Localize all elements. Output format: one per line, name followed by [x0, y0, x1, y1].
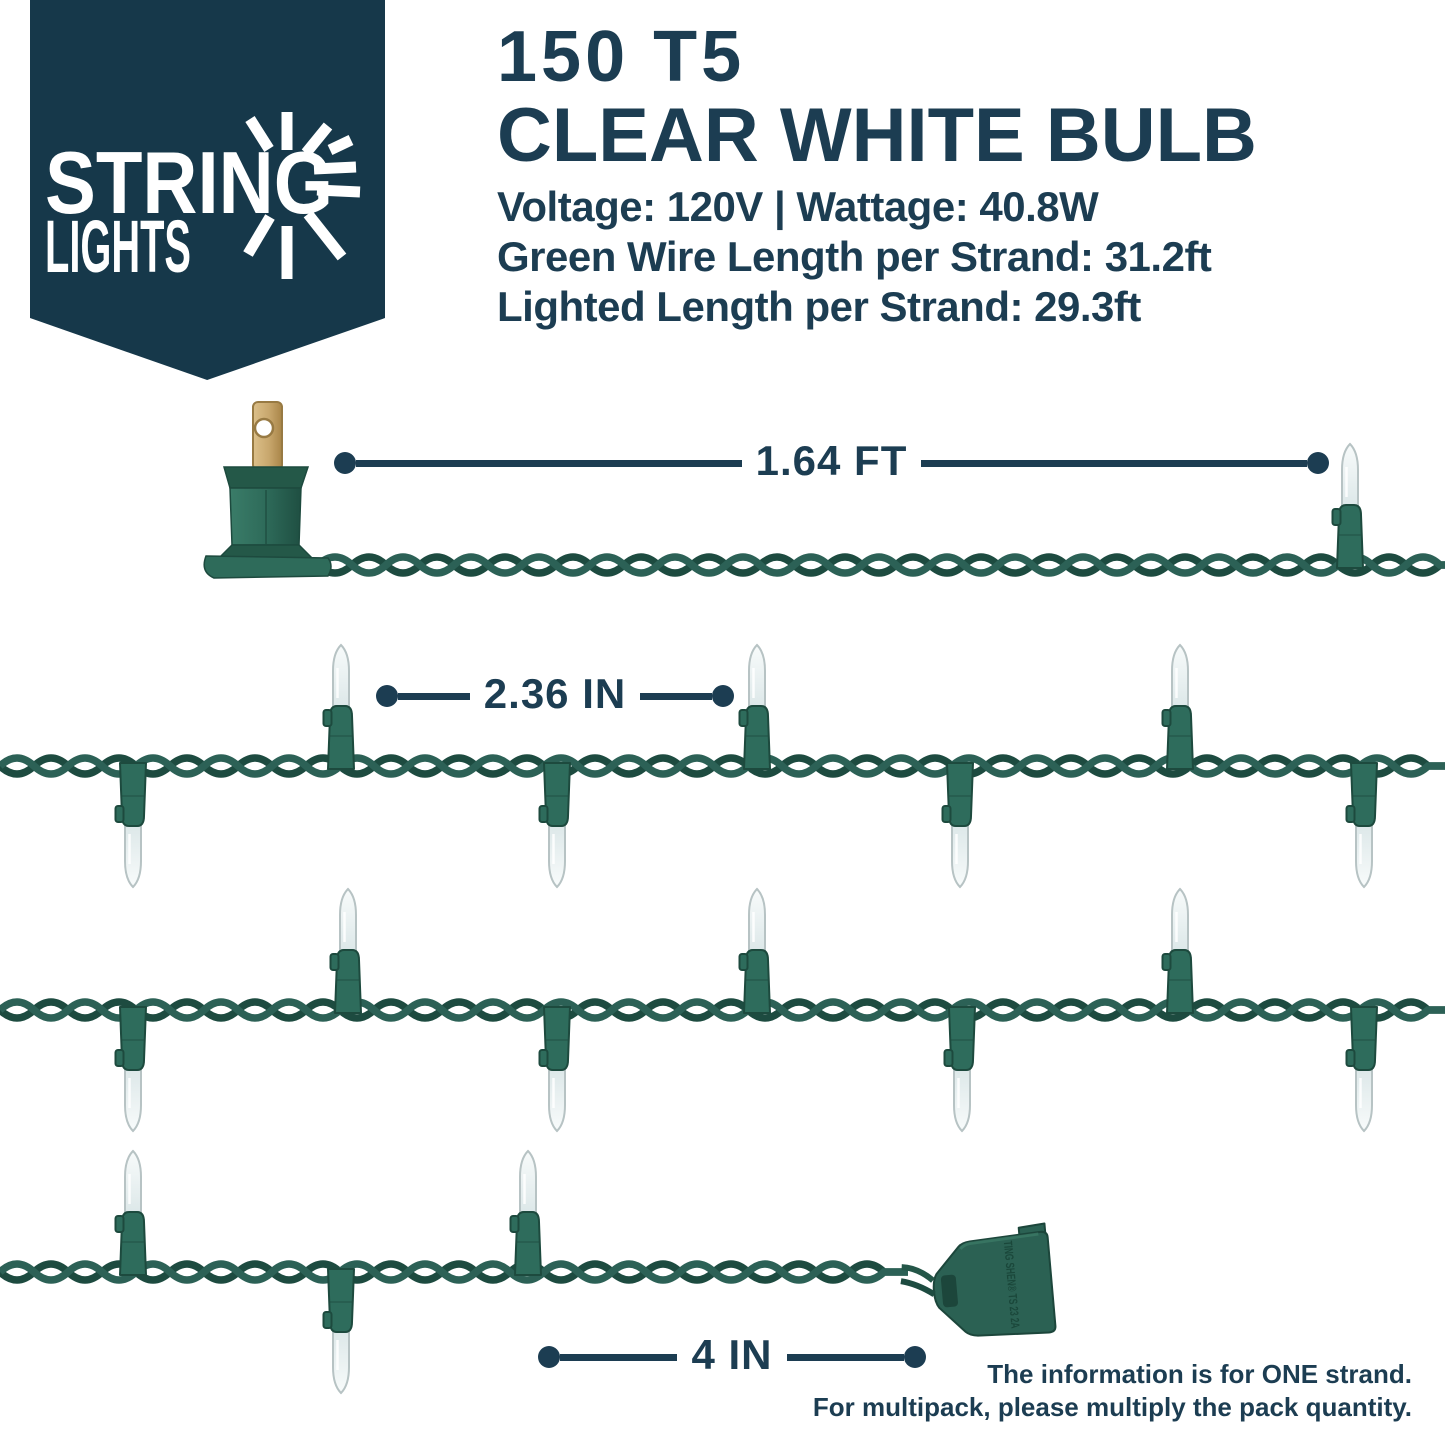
- connector-wire-lead: [900, 1278, 936, 1297]
- footnote-line2: For multipack, please multiply the pack …: [812, 1392, 1412, 1422]
- connector-slot: [940, 1274, 958, 1308]
- dimension-plug-to-first-bulb: 1.64 FT: [334, 437, 1330, 487]
- mini-bulb-down: [114, 761, 148, 889]
- plug-base: [203, 555, 332, 579]
- mini-bulb-up: [1331, 442, 1365, 570]
- dimension-line: [921, 459, 1308, 467]
- dimension-line: [560, 1353, 678, 1361]
- mini-bulb-down: [941, 761, 975, 889]
- mini-bulb-down: [943, 1005, 977, 1133]
- mini-bulb-down: [1345, 761, 1379, 889]
- prong-hole: [253, 417, 275, 439]
- dimension-line: [640, 692, 713, 700]
- light-burst-icon: [243, 112, 361, 279]
- dimension-line: [356, 459, 742, 467]
- mini-bulbs: [114, 442, 1379, 1395]
- dimension-endpoint-dot: [334, 452, 356, 474]
- dimension-endpoint-dot: [538, 1346, 560, 1368]
- dimension-endpoint-dot: [904, 1346, 926, 1368]
- mini-bulb-down: [538, 761, 572, 889]
- mini-bulb-up: [322, 643, 356, 771]
- dimension-bulb-spacing: 2.36 IN: [376, 670, 735, 720]
- brand-name-line2: LIGHTS: [45, 205, 191, 288]
- mini-bulb-up: [738, 643, 772, 771]
- wire-strand-1: [315, 553, 1445, 577]
- mini-bulb-up: [738, 887, 772, 1015]
- wire-strand-1: [315, 553, 1445, 577]
- wire-strands: [0, 553, 1445, 1284]
- spec-wire-length: Green Wire Length per Strand: 31.2ft: [497, 233, 1212, 280]
- footnote-line1: The information is for ONE strand.: [987, 1359, 1412, 1389]
- product-title-line1: 150 T5: [497, 17, 746, 97]
- power-plug: [203, 401, 332, 579]
- spec-lighted-length: Lighted Length per Strand: 29.3ft: [497, 283, 1141, 330]
- dimension-endpoint-dot: [1307, 452, 1330, 474]
- brand-logo: STRING LIGHTS: [45, 112, 361, 288]
- dimension-endpoint-dot: [712, 685, 735, 707]
- mini-bulb-up: [114, 1149, 148, 1277]
- dimension-connector-gap: 4 IN: [538, 1331, 926, 1381]
- end-connector: TING SHEN® TS 23 2A: [900, 1222, 1057, 1337]
- brand-badge: STRING LIGHTS: [30, 0, 385, 380]
- mini-bulb-up: [509, 1149, 543, 1277]
- dimension-label: 1.64 FT: [755, 437, 908, 484]
- mini-bulb-down: [322, 1267, 356, 1395]
- dimension-label: 2.36 IN: [483, 670, 627, 717]
- connector-wire-lead: [901, 1264, 935, 1283]
- dimension-label: 4 IN: [691, 1331, 773, 1378]
- strand-footnote: The information is for ONE strand. For m…: [813, 1358, 1412, 1424]
- dimension-line: [786, 1353, 904, 1361]
- mini-bulb-down: [538, 1005, 572, 1133]
- product-specs: Voltage: 120V | Wattage: 40.8W Green Wir…: [497, 182, 1212, 332]
- mini-bulb-up: [329, 887, 363, 1015]
- product-title-line2: CLEAR WHITE BULB: [497, 93, 1257, 178]
- mini-bulb-up: [1161, 887, 1195, 1015]
- dimension-endpoint-dot: [376, 685, 398, 707]
- spec-voltage-wattage: Voltage: 120V | Wattage: 40.8W: [497, 183, 1099, 230]
- mini-bulb-down: [114, 1005, 148, 1133]
- dimension-line: [398, 692, 470, 700]
- mini-bulb-up: [1161, 643, 1195, 771]
- mini-bulb-down: [1345, 1005, 1379, 1133]
